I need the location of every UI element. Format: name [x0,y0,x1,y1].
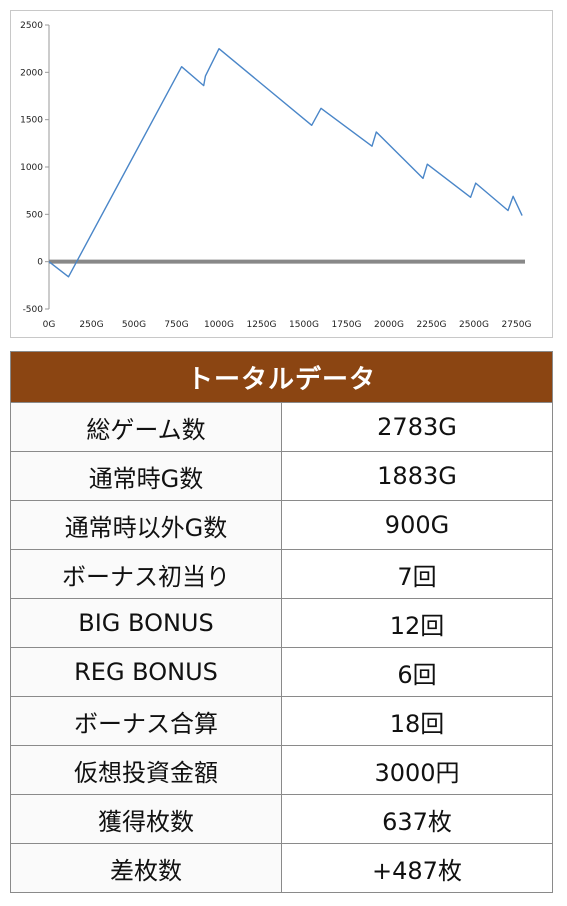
table-row: ボーナス初当り 7回 [10,549,553,599]
table-row: 差枚数 +487枚 [10,843,553,893]
row-label-big-bonus: BIG BONUS [10,598,282,648]
x-tick-label: 1500G [289,320,319,330]
row-label-medal-difference: 差枚数 [10,843,282,893]
row-value-normal-games: 1883G [281,451,553,501]
row-label-bonus-total: ボーナス合算 [10,696,282,746]
x-tick-label: 1750G [332,320,362,330]
y-tick-label: 2000 [20,68,43,78]
row-label-reg-bonus: REG BONUS [10,647,282,697]
table-row: BIG BONUS 12回 [10,598,553,648]
row-value-bonus-total: 18回 [281,696,553,746]
table-row: ボーナス合算 18回 [10,696,553,746]
row-label-first-bonus: ボーナス初当り [10,549,282,599]
row-value-reg-bonus: 6回 [281,647,553,697]
row-label-acquired-medals: 獲得枚数 [10,794,282,844]
x-tick-label: 2500G [459,320,489,330]
y-tick-label: 2500 [20,21,43,31]
y-tick-label: 1500 [20,116,43,126]
y-tick-label: -500 [23,305,44,315]
row-value-big-bonus: 12回 [281,598,553,648]
row-label-total-games: 総ゲーム数 [10,402,282,452]
table-row: 総ゲーム数 2783G [10,402,553,452]
row-value-non-normal-games: 900G [281,500,553,550]
x-tick-label: 2000G [374,320,404,330]
table-row: 通常時以外G数 900G [10,500,553,550]
row-value-medal-difference: +487枚 [281,843,553,893]
table-row: 獲得枚数 637枚 [10,794,553,844]
x-tick-label: 0G [43,320,56,330]
row-label-investment: 仮想投資金額 [10,745,282,795]
x-tick-label: 2750G [502,320,532,330]
x-tick-label: 1250G [247,320,277,330]
row-value-acquired-medals: 637枚 [281,794,553,844]
y-tick-label: 1000 [20,163,43,173]
y-tick-label: 0 [37,258,43,268]
total-data-table: トータルデータ 総ゲーム数 2783G 通常時G数 1883G 通常時以外G数 … [10,351,553,893]
row-label-normal-games: 通常時G数 [10,451,282,501]
x-tick-label: 500G [122,320,146,330]
row-value-first-bonus: 7回 [281,549,553,599]
row-value-total-games: 2783G [281,402,553,452]
x-tick-label: 1000G [204,320,234,330]
table-row: 仮想投資金額 3000円 [10,745,553,795]
x-tick-label: 750G [164,320,188,330]
series-line [48,48,523,278]
table-row: 通常時G数 1883G [10,451,553,501]
x-tick-label: 250G [79,320,103,330]
x-tick-label: 2250G [417,320,447,330]
chart-area: 2500 2000 1500 1000 500 0 -500 0G 250G 500G 750G 10… [10,10,553,338]
table-title: トータルデータ [10,351,553,403]
y-tick-label: 500 [26,210,43,220]
line-chart: 2500 2000 1500 1000 500 0 -500 0G 250G 500G 750G 10… [20,21,532,330]
table-row: REG BONUS 6回 [10,647,553,697]
row-value-investment: 3000円 [281,745,553,795]
row-label-non-normal-games: 通常時以外G数 [10,500,282,550]
